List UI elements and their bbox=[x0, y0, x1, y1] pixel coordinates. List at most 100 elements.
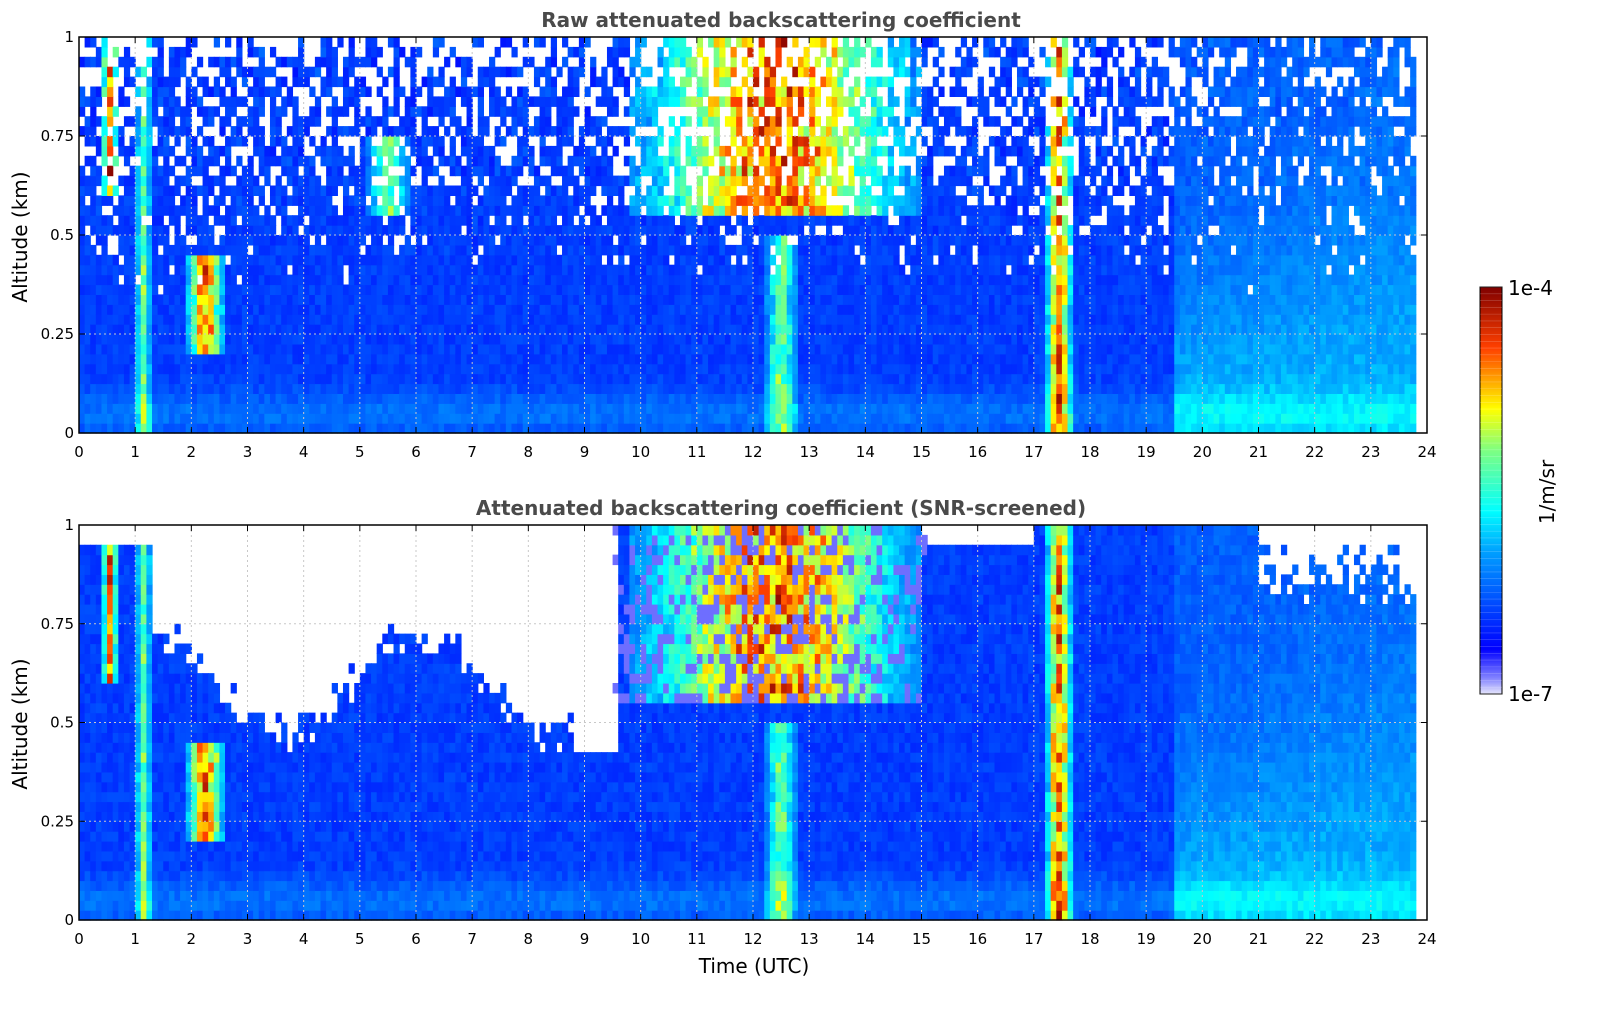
heatmap-cell bbox=[123, 76, 131, 88]
heatmap-cell bbox=[595, 353, 602, 365]
heatmap-cell bbox=[567, 195, 574, 206]
heatmap-cell bbox=[331, 373, 338, 385]
heatmap-cell bbox=[213, 86, 221, 97]
heatmap-cell bbox=[455, 274, 462, 286]
heatmap-cell bbox=[618, 294, 625, 305]
heatmap-cell bbox=[489, 343, 496, 355]
heatmap-cell bbox=[208, 363, 215, 375]
heatmap-cell bbox=[899, 294, 906, 305]
heatmap-cell bbox=[719, 145, 726, 157]
heatmap-cell bbox=[865, 274, 872, 286]
heatmap-cell bbox=[213, 403, 221, 414]
heatmap-cell bbox=[483, 254, 490, 266]
heatmap-cell bbox=[281, 423, 288, 434]
heatmap-cell bbox=[298, 393, 305, 404]
heatmap-cell bbox=[208, 264, 215, 276]
heatmap-cell bbox=[915, 274, 923, 286]
heatmap-cell bbox=[466, 195, 473, 206]
heatmap-cell bbox=[567, 373, 574, 385]
heatmap-cell bbox=[545, 86, 552, 97]
heatmap-cell bbox=[202, 86, 209, 97]
heatmap-cell bbox=[152, 334, 159, 345]
heatmap-cell bbox=[837, 304, 844, 315]
heatmap-cell bbox=[887, 413, 895, 424]
heatmap-cell bbox=[842, 343, 850, 355]
heatmap-cell bbox=[79, 383, 86, 394]
heatmap-cell bbox=[635, 254, 642, 266]
heatmap-cell bbox=[915, 46, 923, 58]
heatmap-cell bbox=[786, 56, 793, 68]
heatmap-cell bbox=[494, 393, 501, 404]
heatmap-cell bbox=[876, 106, 883, 117]
heatmap-cell bbox=[685, 334, 692, 345]
heatmap-cell bbox=[112, 264, 119, 276]
heatmap-cell bbox=[432, 373, 440, 385]
heatmap-cell bbox=[533, 175, 541, 187]
heatmap-cell bbox=[663, 383, 670, 394]
heatmap-cell bbox=[809, 244, 816, 256]
heatmap-cell bbox=[764, 155, 771, 167]
heatmap-cell bbox=[152, 423, 159, 434]
heatmap-cell bbox=[882, 225, 889, 236]
heatmap-cell bbox=[539, 37, 546, 48]
heatmap-cell bbox=[269, 185, 277, 196]
heatmap-cell bbox=[663, 294, 670, 305]
heatmap-cells bbox=[79, 37, 1417, 434]
heatmap-cell bbox=[854, 264, 861, 276]
heatmap-cell bbox=[331, 165, 338, 177]
heatmap-cell bbox=[225, 76, 232, 88]
heatmap-cell bbox=[612, 215, 619, 226]
heatmap-cell bbox=[359, 86, 367, 97]
heatmap-cell bbox=[550, 373, 558, 385]
heatmap-cell bbox=[702, 334, 709, 345]
heatmap-cell bbox=[230, 126, 237, 137]
heatmap-cell bbox=[792, 175, 799, 187]
heatmap-cell bbox=[460, 66, 468, 78]
heatmap-cell bbox=[95, 373, 103, 385]
heatmap-cell bbox=[792, 413, 799, 424]
heatmap-cell bbox=[208, 175, 215, 187]
heatmap-cell bbox=[421, 383, 428, 394]
heatmap-cell bbox=[376, 343, 383, 355]
heatmap-cell bbox=[668, 304, 675, 315]
heatmap-cell bbox=[202, 136, 209, 147]
heatmap-cell bbox=[359, 383, 367, 394]
heatmap-cell bbox=[629, 195, 636, 206]
heatmap-cell bbox=[719, 353, 726, 365]
heatmap-cell bbox=[101, 195, 108, 206]
heatmap-cell bbox=[477, 403, 484, 414]
heatmap-cell bbox=[354, 86, 361, 97]
heatmap-cell bbox=[713, 175, 720, 187]
heatmap-cell bbox=[550, 343, 558, 355]
heatmap-cell bbox=[702, 353, 709, 365]
heatmap-cell bbox=[225, 373, 232, 385]
heatmap-cell bbox=[410, 66, 417, 78]
heatmap-cell bbox=[837, 136, 844, 147]
heatmap-cell bbox=[663, 393, 670, 404]
heatmap-cell bbox=[219, 393, 226, 404]
heatmap-cell bbox=[466, 215, 473, 226]
heatmap-cell bbox=[337, 304, 344, 315]
heatmap-cell bbox=[606, 393, 614, 404]
heatmap-cell bbox=[539, 254, 546, 266]
heatmap-cell bbox=[730, 413, 737, 424]
heatmap-cell bbox=[157, 145, 164, 157]
heatmap-cell bbox=[472, 294, 479, 305]
heatmap-cell bbox=[152, 294, 159, 305]
heatmap-cell bbox=[269, 294, 277, 305]
heatmap-cell bbox=[225, 244, 232, 256]
heatmap-cell bbox=[870, 155, 878, 167]
heatmap-cell bbox=[803, 274, 810, 286]
heatmap-cell bbox=[236, 136, 243, 147]
heatmap-cell bbox=[730, 195, 737, 206]
heatmap-cell bbox=[365, 56, 372, 68]
heatmap-cell bbox=[371, 215, 378, 226]
heatmap-cell bbox=[135, 175, 142, 187]
heatmap-cell bbox=[623, 294, 631, 305]
heatmap-cell bbox=[275, 363, 282, 375]
heatmap-cell bbox=[269, 254, 277, 266]
heatmap-cell bbox=[792, 155, 799, 167]
heatmap-cell bbox=[337, 373, 344, 385]
heatmap-cell bbox=[522, 195, 529, 206]
